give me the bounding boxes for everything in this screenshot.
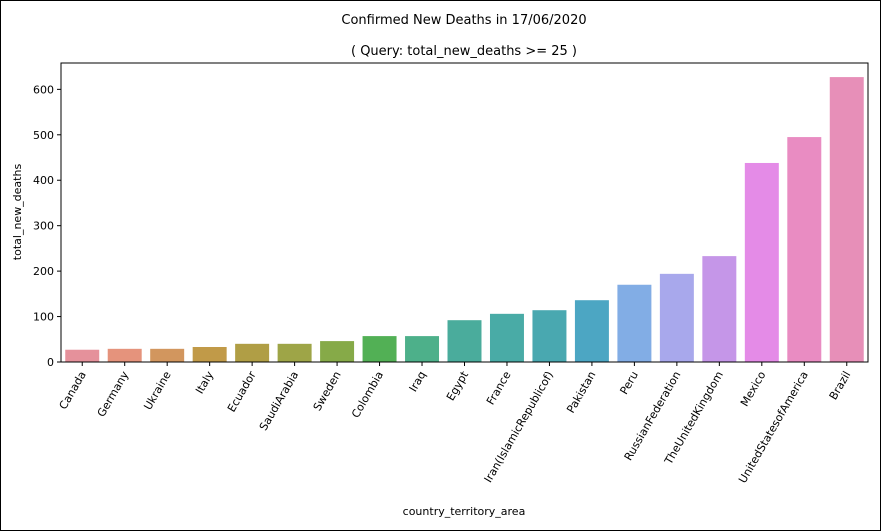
x-tick-label: Colombia: [349, 369, 386, 420]
x-tick-label: Peru: [617, 369, 641, 397]
plot-area: 0 100 200 300 400 500 600 Canada Germany Ukraine I…: [33, 62, 869, 485]
x-tick-label: Sweden: [311, 369, 344, 413]
bar-Ecuador: [235, 343, 270, 362]
bar-RussianFederation: [659, 273, 694, 362]
bar-Iran(IslamicRepublicof): [532, 310, 567, 362]
x-tick-label: Ecuador: [225, 369, 259, 415]
bar-Brazil: [829, 77, 864, 362]
x-tick-label: SaudiArabia: [257, 369, 301, 433]
x-tick-label: France: [484, 369, 514, 407]
bar-UnitedStatesofAmerica: [787, 137, 822, 362]
y-tick-label: 0: [47, 356, 54, 369]
bar-France: [489, 313, 524, 362]
y-tick-label: 600: [33, 83, 54, 96]
x-tick-label: Ukraine: [141, 369, 174, 412]
x-tick-label: Pakistan: [564, 369, 598, 415]
bar-Sweden: [320, 341, 355, 362]
bar-TheUnitedKingdom: [702, 256, 737, 362]
bar-Germany: [107, 348, 142, 362]
bar-Egypt: [447, 320, 482, 362]
bar-Canada: [65, 349, 100, 362]
x-tick-label: Canada: [57, 369, 89, 412]
chart-subtitle: ( Query: total_new_deaths >= 25 ): [351, 44, 577, 59]
bar-SaudiArabia: [277, 343, 312, 362]
bar-Peru: [617, 284, 652, 362]
bar-Italy: [192, 347, 227, 362]
bar-Pakistan: [574, 300, 609, 362]
x-tick-label: Iraq: [407, 369, 429, 394]
x-tick-label: Brazil: [827, 369, 854, 402]
x-tick-label: Mexico: [738, 369, 769, 409]
y-axis-label: total_new_deaths: [11, 164, 24, 261]
bar-Colombia: [362, 336, 397, 362]
chart-title: Confirmed New Deaths in 17/06/2020: [341, 13, 586, 28]
y-tick-label: 300: [33, 220, 54, 233]
bar-Mexico: [744, 162, 779, 362]
bar-Ukraine: [150, 348, 185, 362]
x-tick-label: Italy: [193, 369, 216, 397]
x-axis-label: country_territory_area: [403, 505, 526, 518]
y-tick-label: 200: [33, 265, 54, 278]
x-tick-label: Germany: [95, 369, 132, 420]
bar-Iraq: [405, 336, 440, 362]
y-tick-label: 400: [33, 174, 54, 187]
y-tick-label: 100: [33, 311, 54, 324]
y-tick-label: 500: [33, 129, 54, 142]
x-tick-label: Egypt: [444, 368, 471, 403]
